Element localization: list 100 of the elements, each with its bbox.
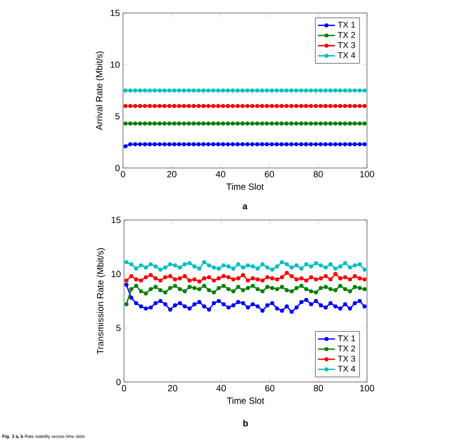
point <box>324 305 328 310</box>
point <box>314 142 318 146</box>
point <box>207 275 212 280</box>
point <box>362 277 367 282</box>
point <box>338 142 342 146</box>
point <box>343 142 348 146</box>
point <box>274 104 279 108</box>
point <box>172 284 178 288</box>
point <box>290 310 294 314</box>
point <box>264 142 270 146</box>
point <box>246 263 250 268</box>
point <box>226 88 230 93</box>
point <box>323 104 328 108</box>
point <box>352 142 357 146</box>
point <box>294 122 298 126</box>
point <box>230 104 235 108</box>
point <box>212 265 216 270</box>
point <box>168 286 172 290</box>
point <box>309 275 314 280</box>
point <box>134 284 138 288</box>
x-tick-label: 40 <box>216 171 226 178</box>
y-tick-label: 0 <box>116 378 121 386</box>
point <box>226 122 230 126</box>
point <box>196 88 201 93</box>
point <box>188 306 192 311</box>
point <box>178 276 182 280</box>
point <box>222 302 226 306</box>
point <box>250 104 254 108</box>
point <box>284 104 289 108</box>
point <box>362 304 367 308</box>
point <box>162 142 167 146</box>
point <box>348 122 352 126</box>
point <box>152 122 157 126</box>
point <box>250 122 254 126</box>
point <box>333 304 338 308</box>
point <box>192 302 197 306</box>
legend-label: TX 4 <box>338 52 356 58</box>
point <box>123 122 128 126</box>
x-tick-label: 100 <box>360 385 374 392</box>
point <box>250 142 254 146</box>
point <box>318 88 323 93</box>
point <box>290 274 294 278</box>
point <box>358 104 362 108</box>
point <box>280 104 284 108</box>
point <box>211 104 216 108</box>
point <box>207 288 212 292</box>
point <box>358 298 362 304</box>
point <box>148 104 152 108</box>
point <box>202 304 206 308</box>
legend-label: TX 3 <box>338 356 356 362</box>
point <box>284 304 289 308</box>
point <box>178 287 182 292</box>
point <box>167 104 172 108</box>
point <box>197 300 202 304</box>
point <box>177 88 182 93</box>
point <box>241 265 246 270</box>
point <box>338 306 342 311</box>
point <box>324 265 328 270</box>
point <box>168 274 172 278</box>
point <box>299 88 304 93</box>
point <box>274 88 279 93</box>
point <box>138 88 142 93</box>
point <box>154 301 158 306</box>
point <box>246 305 250 310</box>
point <box>201 88 206 93</box>
point <box>264 104 270 108</box>
point <box>333 272 338 276</box>
point <box>123 104 128 108</box>
point <box>348 265 352 270</box>
point <box>290 289 294 294</box>
point <box>177 142 182 146</box>
point <box>226 264 231 268</box>
point <box>260 262 265 266</box>
point <box>246 286 250 290</box>
point <box>138 278 144 283</box>
point <box>172 277 178 282</box>
point <box>343 287 348 292</box>
legend-label: TX 2 <box>338 346 356 352</box>
point <box>299 276 304 280</box>
point <box>274 122 279 126</box>
point <box>133 122 138 126</box>
point <box>129 262 134 266</box>
point <box>241 301 246 306</box>
legend-label: TX 2 <box>338 32 356 38</box>
point <box>270 276 274 280</box>
point <box>158 268 162 272</box>
point <box>270 142 274 146</box>
point <box>133 88 138 93</box>
point <box>188 278 192 283</box>
point <box>182 262 187 266</box>
point <box>255 88 260 93</box>
point <box>158 288 162 292</box>
point <box>142 88 148 93</box>
point <box>284 262 289 266</box>
legend-label: TX 3 <box>338 42 356 48</box>
point <box>299 142 304 146</box>
point <box>318 104 323 108</box>
point <box>148 273 153 278</box>
point <box>265 284 270 290</box>
point <box>299 266 304 271</box>
